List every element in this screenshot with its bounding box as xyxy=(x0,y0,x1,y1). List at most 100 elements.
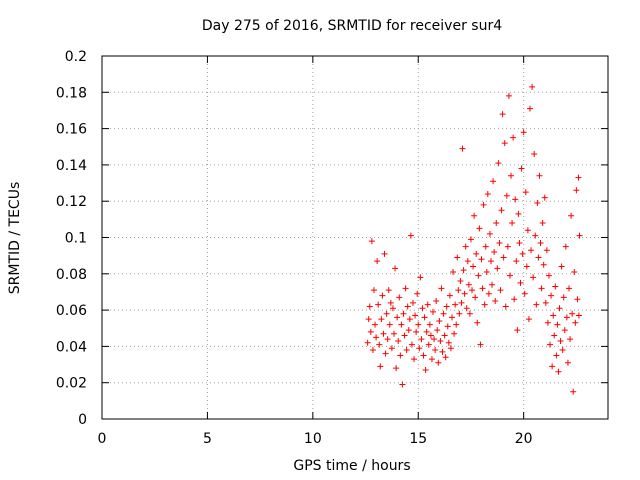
x-tick-label: 20 xyxy=(515,431,533,447)
data-point xyxy=(503,192,510,199)
data-point xyxy=(413,328,420,335)
data-point xyxy=(419,305,426,312)
data-point xyxy=(407,232,414,239)
data-point xyxy=(364,339,371,346)
data-point xyxy=(568,212,575,219)
data-point xyxy=(367,328,374,335)
data-point xyxy=(454,254,461,261)
data-point xyxy=(509,219,516,226)
data-point xyxy=(438,285,445,292)
data-point xyxy=(422,366,429,373)
data-point xyxy=(530,274,537,281)
data-point xyxy=(575,174,582,181)
data-point xyxy=(535,254,542,261)
data-point xyxy=(475,272,482,279)
data-point xyxy=(414,290,421,297)
data-point xyxy=(563,314,570,321)
data-point xyxy=(560,294,567,301)
data-points xyxy=(364,83,583,395)
data-point xyxy=(459,145,466,152)
data-point xyxy=(545,272,552,279)
data-point xyxy=(408,341,415,348)
data-point xyxy=(490,178,497,185)
data-point xyxy=(467,236,474,243)
data-point xyxy=(394,314,401,321)
data-point xyxy=(401,332,408,339)
data-point xyxy=(493,219,500,226)
y-tick-label: 0.12 xyxy=(56,194,87,210)
data-point xyxy=(565,285,572,292)
data-point xyxy=(533,301,540,308)
data-point xyxy=(548,292,555,299)
data-point xyxy=(572,319,579,326)
data-point xyxy=(374,258,381,265)
data-point xyxy=(520,129,527,136)
data-point xyxy=(482,243,489,250)
data-point xyxy=(570,388,577,395)
data-point xyxy=(473,250,480,257)
data-point xyxy=(440,310,447,317)
data-point xyxy=(508,172,515,179)
data-point xyxy=(569,310,576,317)
data-point xyxy=(391,330,398,337)
data-point xyxy=(376,341,383,348)
x-tick-label: 5 xyxy=(203,431,212,447)
y-tick-label: 0.06 xyxy=(56,303,87,319)
data-point xyxy=(496,239,503,246)
data-point xyxy=(384,336,391,343)
data-point xyxy=(554,321,561,328)
chart-title: Day 275 of 2016, SRMTID for receiver sur… xyxy=(202,18,502,34)
data-point xyxy=(479,285,486,292)
data-point xyxy=(452,301,459,308)
data-point xyxy=(481,301,488,308)
data-point xyxy=(564,359,571,366)
grid-lines xyxy=(102,56,608,419)
data-point xyxy=(485,290,492,297)
data-point xyxy=(574,296,581,303)
data-point xyxy=(453,321,460,328)
data-point xyxy=(575,312,582,319)
data-point xyxy=(450,268,457,275)
data-point xyxy=(480,201,487,208)
data-point xyxy=(431,336,438,343)
data-point xyxy=(531,151,538,158)
data-point xyxy=(547,341,554,348)
data-point xyxy=(426,321,433,328)
data-point xyxy=(470,263,477,270)
data-point xyxy=(370,287,377,294)
data-point xyxy=(571,268,578,275)
data-point xyxy=(439,348,446,355)
data-point xyxy=(451,330,458,337)
data-point xyxy=(464,258,471,265)
data-point xyxy=(497,287,504,294)
data-point xyxy=(576,232,583,239)
data-point xyxy=(372,321,379,328)
data-point xyxy=(543,247,550,254)
data-point xyxy=(513,258,520,265)
data-point xyxy=(423,328,430,335)
data-point xyxy=(476,225,483,232)
data-point xyxy=(544,319,551,326)
data-point xyxy=(541,194,548,201)
data-point xyxy=(504,243,511,250)
data-point xyxy=(368,238,375,245)
data-point xyxy=(424,301,431,308)
data-point xyxy=(455,287,462,294)
data-point xyxy=(398,321,405,328)
data-point xyxy=(412,312,419,319)
data-point xyxy=(465,281,472,288)
data-point xyxy=(550,312,557,319)
data-point xyxy=(445,339,452,346)
data-point xyxy=(456,310,463,317)
data-point xyxy=(514,327,521,334)
data-point xyxy=(502,303,509,310)
data-point xyxy=(416,345,423,352)
data-point xyxy=(404,303,411,310)
data-point xyxy=(538,285,545,292)
data-point xyxy=(573,187,580,194)
data-point xyxy=(377,363,384,370)
data-point xyxy=(387,299,394,306)
data-point xyxy=(524,227,531,234)
data-point xyxy=(421,314,428,321)
data-point xyxy=(386,321,393,328)
